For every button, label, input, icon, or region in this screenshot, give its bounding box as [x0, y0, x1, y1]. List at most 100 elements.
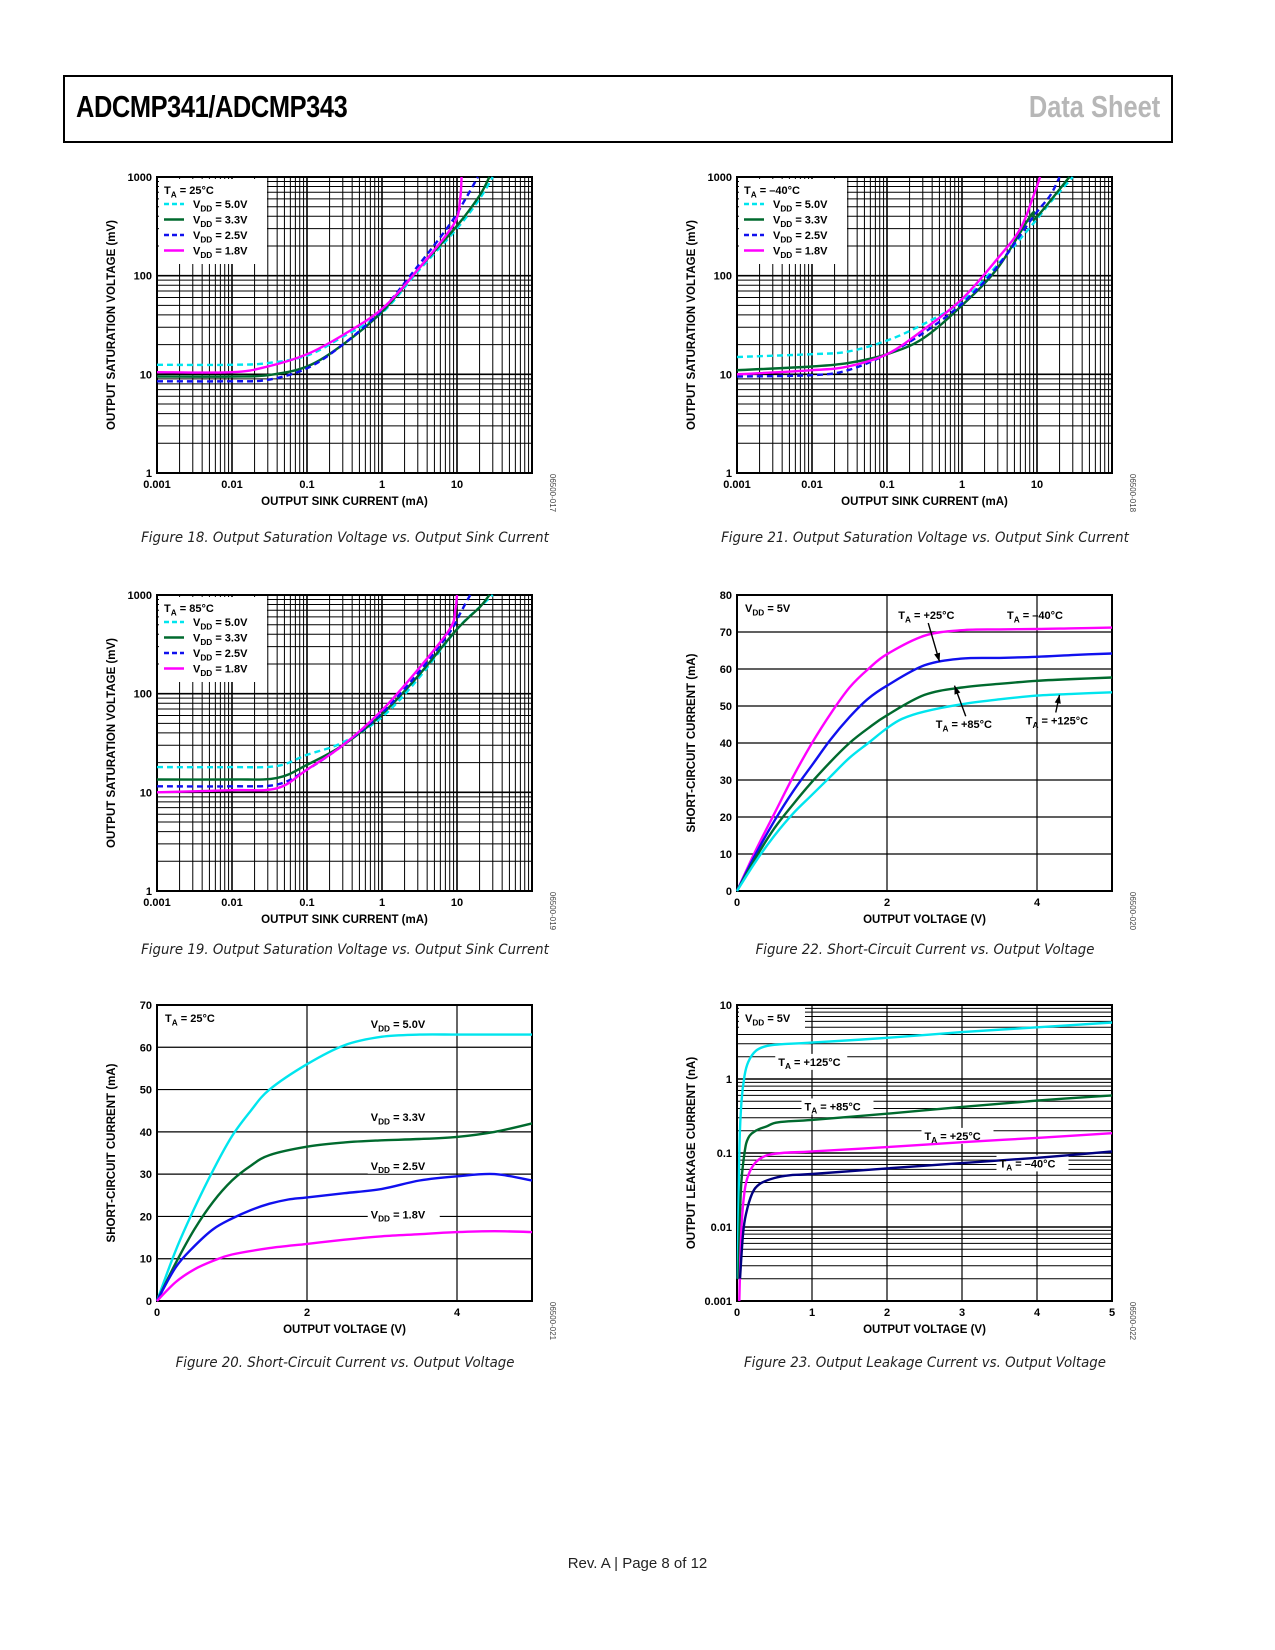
document-type: Data Sheet: [1028, 89, 1160, 124]
y-tick-label: 0.1: [717, 1148, 732, 1160]
y-tick-label: 1: [146, 886, 152, 898]
y-axis-title: OUTPUT SATURATION VOLTAGE (mV): [106, 220, 118, 430]
figure-id: 06500-017: [548, 474, 557, 513]
y-tick-label: 40: [720, 738, 732, 750]
series-group: [736, 1021, 1113, 1302]
legend-label: VDD = 5.0V: [193, 617, 248, 631]
x-tick-label: 4: [1034, 1307, 1041, 1319]
curve-label: VDD = 5.0V: [371, 1019, 426, 1033]
y-tick-label: 1: [146, 468, 152, 480]
y-tick-label: 70: [140, 1000, 152, 1012]
y-tick-label: 30: [140, 1169, 152, 1181]
grid: [736, 177, 1112, 474]
y-tick-label: 1000: [708, 172, 732, 184]
x-tick-label: 5: [1109, 1307, 1115, 1319]
series-line-ta-85-c: [737, 1094, 1113, 1279]
x-tick-label: 0.001: [723, 479, 751, 491]
series-line-vdd-3-3v: [156, 594, 491, 781]
x-tick-label: 0.1: [299, 897, 314, 909]
curve-label: VDD = 1.8V: [371, 1209, 426, 1223]
page-footer: Rev. A | Page 8 of 12: [567, 1555, 708, 1572]
series-line-vdd-5-0v: [156, 176, 494, 367]
x-tick-label: 2: [884, 897, 890, 909]
series-line-ta-25-c: [735, 652, 1113, 892]
y-tick-label: 10: [140, 369, 152, 381]
y-tick-labels: 1 10 100 1000: [708, 172, 732, 480]
series-group: [735, 626, 1113, 892]
legend-label: VDD = 2.5V: [773, 230, 828, 244]
curve-label: TA = +25°C: [898, 610, 954, 624]
y-tick-label: 30: [720, 775, 732, 787]
x-tick-label: 1: [809, 1307, 815, 1319]
curve-label: TA = –40°C: [1000, 1158, 1056, 1172]
x-tick-label: 0.01: [221, 897, 242, 909]
x-axis-title: OUTPUT SINK CURRENT (mA): [261, 496, 428, 508]
grid: [156, 1004, 532, 1302]
legend-label: VDD = 5.0V: [773, 199, 828, 213]
series-line-ta-125-c: [735, 691, 1113, 892]
curve-label: TA = –40°C: [1007, 610, 1063, 624]
x-tick-label: 1: [379, 479, 385, 491]
curve-label: TA = +85°C: [936, 719, 992, 733]
series-line-vdd-1-8v: [156, 176, 463, 374]
series-line-vdd-3-3v: [156, 176, 491, 378]
annotation-box: [739, 1007, 805, 1031]
y-tick-label: 40: [140, 1127, 152, 1139]
arrow-head-icon: [1054, 694, 1061, 704]
x-tick-labels: 0.001 0.01 0.1 1 10: [143, 897, 463, 909]
legend-label: VDD = 1.8V: [193, 246, 248, 260]
curve-label-bg: [367, 1206, 440, 1223]
y-tick-label: 10: [140, 1254, 152, 1266]
chart-annotation: TA = 25°C: [165, 1013, 215, 1027]
y-tick-label: 20: [720, 812, 732, 824]
series-group: [155, 1033, 533, 1302]
y-tick-label: 20: [140, 1211, 152, 1223]
series-line-vdd-3-3v: [736, 176, 1071, 372]
legend-label: VDD = 1.8V: [773, 246, 828, 260]
curve-label: TA = +125°C: [1026, 716, 1088, 730]
caption-figure-18: Figure 18. Output Saturation Voltage vs.…: [141, 530, 549, 546]
series-group: [156, 176, 494, 383]
fig22-svg: VDD = 5V TA = +25°C TA = –40°C TA = +85°C TA…: [686, 590, 1137, 931]
plot-frame: [736, 1004, 1113, 1302]
y-tick-labels: 1 10 100 1000: [128, 172, 152, 480]
caption-figure-21: Figure 21. Output Saturation Voltage vs.…: [721, 530, 1129, 546]
y-axis-title: SHORT-CIRCUIT CURRENT (mA): [686, 653, 698, 832]
series-line-ta-25-c: [738, 1132, 1113, 1302]
caption-figure-19: Figure 19. Output Saturation Voltage vs.…: [141, 942, 549, 958]
x-tick-label: 1: [959, 479, 965, 491]
figure-id: 06500-018: [1128, 474, 1137, 513]
x-tick-label: 1: [379, 897, 385, 909]
series-line-vdd-1-8v: [736, 176, 1042, 376]
curve-label-bg: [367, 1016, 440, 1033]
legend-label: VDD = 2.5V: [193, 648, 248, 662]
y-axis-title: OUTPUT LEAKAGE CURRENT (nA): [686, 1057, 698, 1249]
x-axis-title: OUTPUT SINK CURRENT (mA): [841, 496, 1008, 508]
series-line-ta-125-c: [736, 1021, 1113, 1279]
y-tick-label: 10: [140, 787, 152, 799]
figure-19: TA = 85°C VDD = 5.0V VDD = 3.3V VDD = 2.5V V…: [105, 583, 665, 983]
y-tick-label: 1: [726, 468, 732, 480]
figure-23: VDD = 5V TA = +125°C TA = +85°C TA = +25°C T…: [685, 993, 1245, 1393]
x-tick-label: 0.001: [143, 479, 171, 491]
series-line-vdd-3-3v: [155, 1122, 533, 1302]
y-tick-label: 80: [720, 590, 732, 602]
legend-label: VDD = 3.3V: [193, 215, 248, 229]
y-tick-label: 70: [720, 627, 732, 639]
x-tick-label: 10: [451, 897, 463, 909]
caption-figure-22: Figure 22. Short-Circuit Current vs. Out…: [755, 942, 1095, 958]
figure-id: 06500-021: [548, 1302, 557, 1341]
figure-id: 06500-020: [1128, 892, 1137, 931]
figure-18: TA = 25°C VDD = 5.0V VDD = 3.3V VDD = 2.5V V…: [105, 165, 665, 565]
x-tick-labels: 0 2 4: [734, 897, 1041, 909]
x-tick-label: 0: [734, 1307, 740, 1319]
legend-title: TA = 85°C: [164, 603, 214, 617]
series-line-ta-85-c: [735, 676, 1113, 892]
y-tick-label: 0.001: [704, 1296, 732, 1308]
y-tick-label: 10: [720, 1000, 732, 1012]
fig23-svg: VDD = 5V TA = +125°C TA = +85°C TA = +25°C T…: [686, 1000, 1137, 1341]
series-line-vdd-2-5v: [155, 1172, 533, 1302]
y-tick-label: 100: [134, 271, 152, 283]
page-header: ADCMP341/ADCMP343 Data Sheet: [63, 75, 1173, 143]
